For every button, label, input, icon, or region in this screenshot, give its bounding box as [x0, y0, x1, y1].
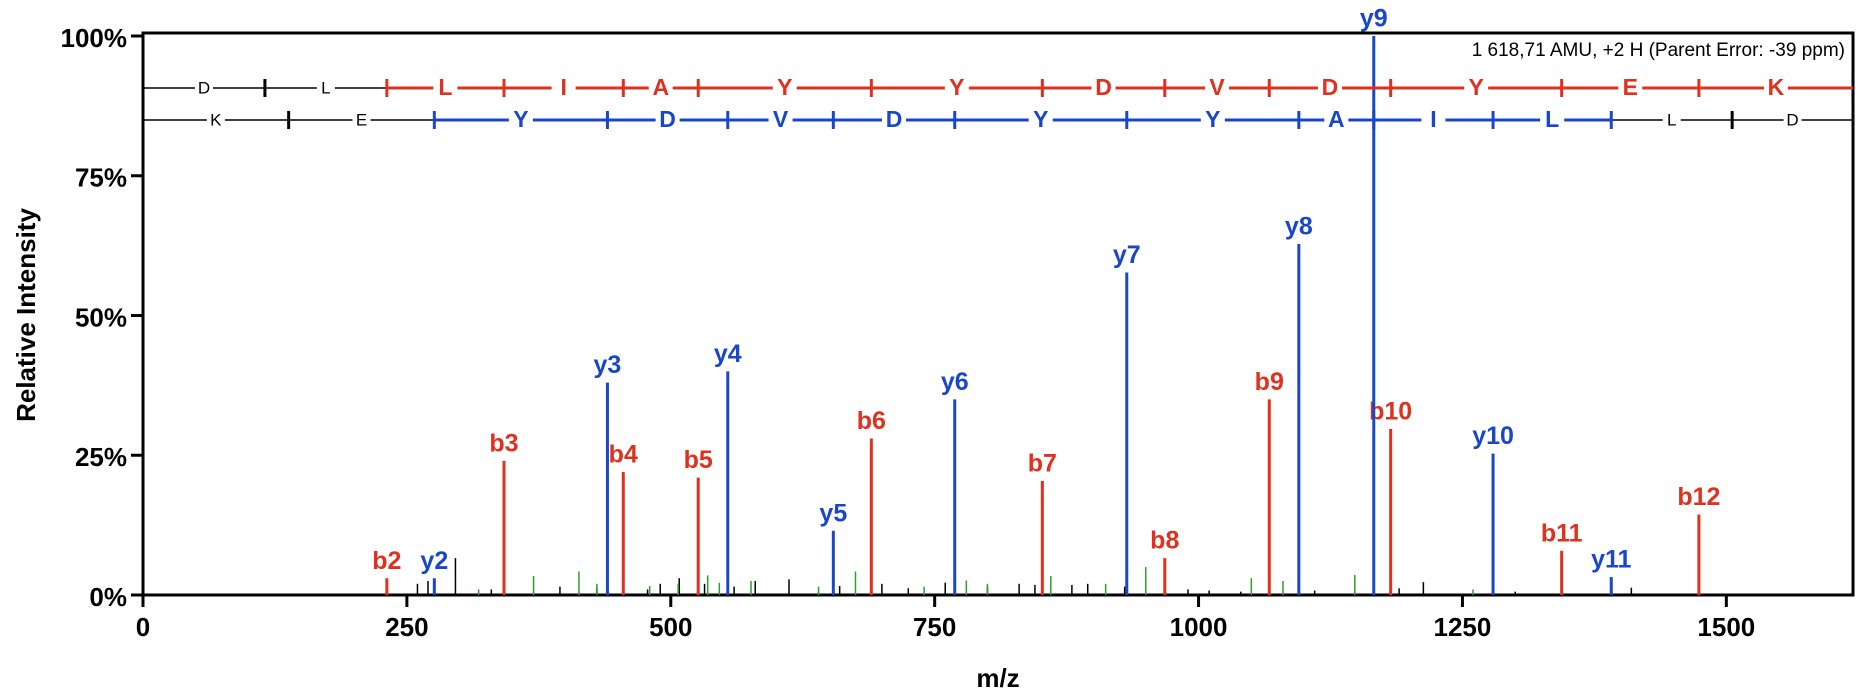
residue-bg: [768, 108, 793, 132]
residue: Y: [1205, 106, 1220, 132]
residue-bg: [508, 108, 533, 132]
residue: L: [321, 78, 330, 97]
residue: K: [210, 110, 222, 129]
ion-label: y3: [594, 351, 622, 379]
residue: Y: [513, 106, 528, 132]
annotation: 1 618,71 AMU, +2 H (Parent Error: -39 pp…: [1472, 40, 1845, 61]
residue: D: [659, 106, 676, 132]
ion-label: y8: [1285, 213, 1313, 241]
ion-label: y6: [941, 368, 969, 396]
residue-bg: [882, 108, 907, 132]
residue-bg: [316, 76, 335, 100]
residue-bg: [1205, 76, 1230, 100]
residue: Y: [777, 74, 792, 100]
residue: I: [1430, 106, 1436, 132]
ion-label: b11: [1541, 519, 1583, 547]
residue: K: [1768, 74, 1785, 100]
y-axis-label: Relative Intensity: [11, 208, 41, 422]
residue: E: [356, 110, 367, 129]
residue-bg: [206, 108, 225, 132]
y-tick-label: 100%: [61, 23, 128, 53]
ion-label: b3: [489, 429, 518, 457]
residue: Y: [949, 74, 964, 100]
residue-bg: [433, 76, 458, 100]
residue-bg: [1200, 108, 1225, 132]
y-tick-label: 25%: [75, 442, 127, 472]
residue: D: [1786, 110, 1798, 129]
ion-label: y10: [1472, 422, 1514, 450]
residue-bg: [194, 76, 213, 100]
x-tick-label: 250: [385, 612, 428, 642]
residue: V: [773, 106, 789, 132]
x-tick-label: 1000: [1170, 612, 1228, 642]
y-tick-label: 0%: [89, 582, 127, 612]
residue: L: [1667, 110, 1676, 129]
ion-label: y5: [819, 499, 847, 527]
x-tick-label: 0: [136, 612, 150, 642]
ion-label: b9: [1255, 368, 1284, 396]
ion-label: b5: [684, 446, 713, 474]
residue: L: [438, 74, 452, 100]
x-tick-label: 1500: [1697, 612, 1755, 642]
residue: L: [1545, 106, 1559, 132]
residue: D: [1322, 74, 1339, 100]
ion-label: y11: [1591, 546, 1631, 574]
plot-frame: [141, 31, 1855, 597]
ion-label: y9: [1360, 5, 1388, 33]
residue: D: [198, 78, 210, 97]
ion-label: b10: [1369, 398, 1412, 426]
residue: Y: [1468, 74, 1483, 100]
ion-label: y4: [714, 340, 742, 368]
residue: D: [1095, 74, 1112, 100]
ion-label: b6: [857, 407, 886, 435]
residue-bg: [1324, 108, 1349, 132]
ion-label: y7: [1113, 241, 1141, 269]
residue-bg: [944, 76, 969, 100]
ion-label: b12: [1677, 483, 1720, 511]
ion-label: b2: [372, 547, 401, 575]
residue: V: [1209, 74, 1225, 100]
residue: D: [886, 106, 903, 132]
residue-bg: [1783, 108, 1802, 132]
x-tick-label: 750: [913, 612, 956, 642]
x-tick-label: 1250: [1434, 612, 1492, 642]
y-tick-label: 75%: [75, 163, 127, 193]
ion-label: b4: [609, 441, 638, 469]
residue: Y: [1033, 106, 1048, 132]
y-tick-label: 50%: [75, 302, 127, 332]
x-axis-label: m/z: [976, 663, 1019, 693]
residue-bg: [551, 76, 576, 100]
residue-bg: [1317, 76, 1342, 100]
residue-bg: [1763, 76, 1788, 100]
ion-label: y2: [420, 547, 448, 575]
residue-bg: [1091, 76, 1116, 100]
residue-bg: [1662, 108, 1681, 132]
residue-bg: [1618, 76, 1643, 100]
residue: A: [652, 74, 669, 100]
residue: A: [1328, 106, 1345, 132]
residue: I: [560, 74, 566, 100]
ion-label: b7: [1028, 450, 1057, 478]
x-tick-label: 500: [649, 612, 692, 642]
residue-bg: [1421, 108, 1446, 132]
residue-bg: [1540, 108, 1565, 132]
ion-label: b8: [1150, 527, 1179, 555]
residue-bg: [655, 108, 680, 132]
residue-bg: [1464, 76, 1489, 100]
residue-bg: [1028, 108, 1053, 132]
residue: E: [1623, 74, 1638, 100]
residue-bg: [772, 76, 797, 100]
residue-bg: [648, 76, 673, 100]
residue-bg: [352, 108, 371, 132]
